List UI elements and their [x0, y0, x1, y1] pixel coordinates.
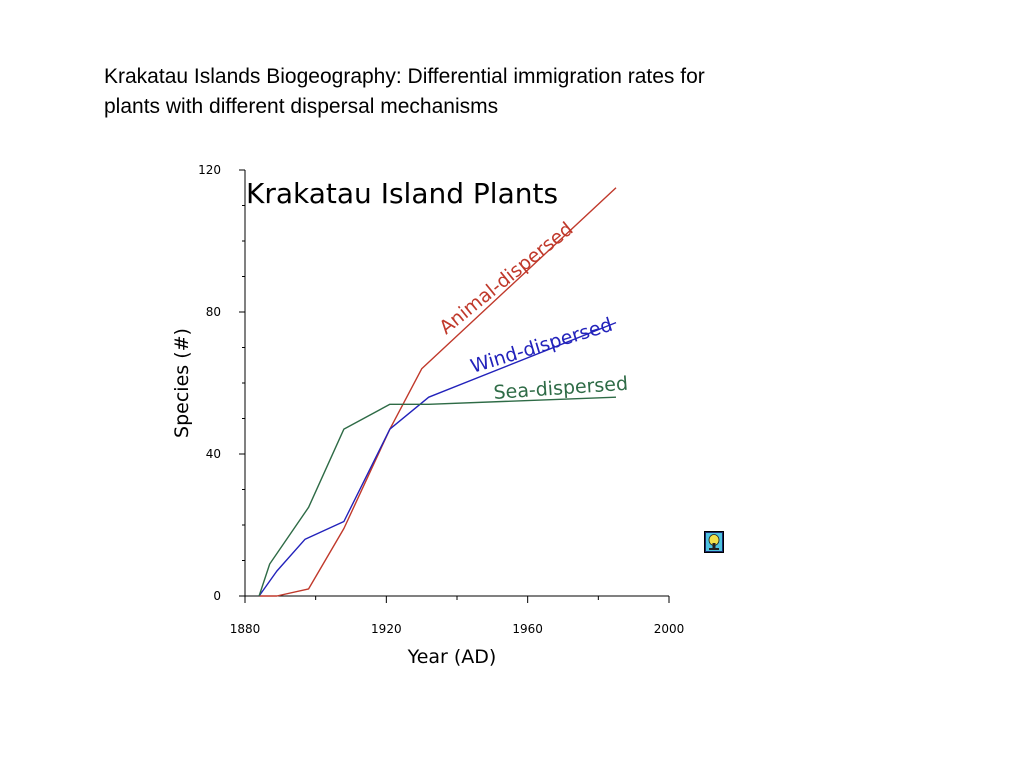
series-label-wind-dispersed: Wind-dispersed [468, 314, 615, 378]
y-tick-label: 0 [213, 589, 221, 603]
chart-series-lines [258, 187, 617, 597]
chart-title: Krakatau Island Plants [246, 177, 558, 210]
series-label-sea-dispersed: Sea-dispersed [493, 373, 629, 404]
series-line-animal-dispersed [259, 187, 617, 597]
series-line-wind-dispersed [258, 321, 617, 597]
slide-title: Krakatau Islands Biogeography: Different… [104, 65, 705, 118]
applet-icon[interactable] [704, 531, 724, 553]
chart-axes: 0 40 80 120 1880 1920 1960 2000 [198, 163, 684, 636]
x-tick-label: 1880 [230, 622, 261, 636]
series-label-animal-dispersed: Animal-dispersed [435, 218, 577, 339]
series-line-sea-dispersed [258, 396, 617, 597]
y-tick-label: 40 [206, 447, 221, 461]
x-tick-label: 1920 [371, 622, 402, 636]
x-tick-label: 2000 [654, 622, 685, 636]
x-tick-label: 1960 [512, 622, 543, 636]
y-tick-label: 120 [198, 163, 221, 177]
x-axis-label: Year (AD) [407, 646, 497, 668]
y-axis-label: Species (#) [171, 328, 193, 438]
y-tick-label: 80 [206, 305, 221, 319]
